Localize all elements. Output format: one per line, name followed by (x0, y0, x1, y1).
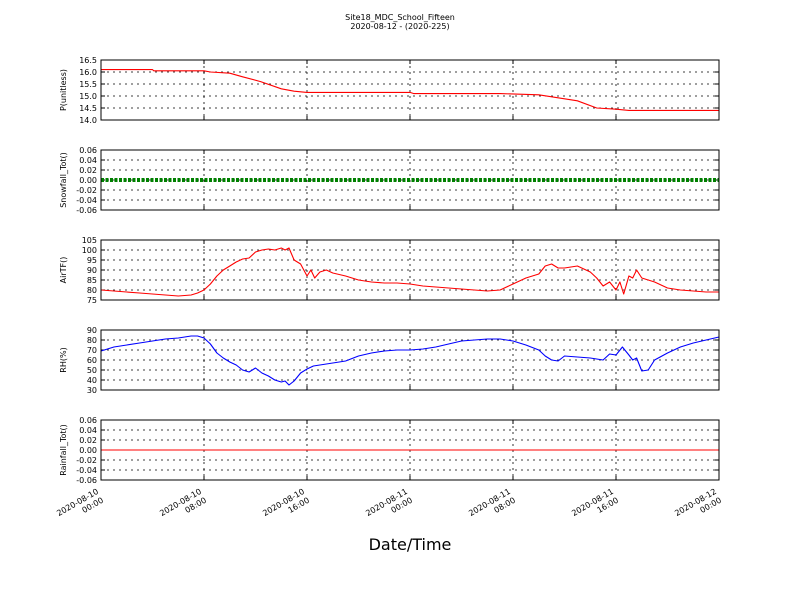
y-tick-label: 100 (82, 246, 97, 255)
x-tick-label: 2020-08-1016:00 (261, 487, 311, 527)
plot-frame (100, 329, 720, 391)
x-tick-label: 2020-08-1000:00 (55, 487, 105, 527)
y-tick-label: 75 (87, 296, 97, 305)
y-axis-label: Rainfall_Tot() (59, 424, 68, 476)
y-axis-label: RH(%) (59, 347, 68, 372)
y-tick-label: 30 (87, 386, 97, 395)
y-tick-label: 16.0 (79, 68, 97, 77)
y-tick-label: 40 (87, 376, 97, 385)
y-tick-label: 15.5 (79, 80, 97, 89)
y-tick-label: 0.00 (79, 446, 97, 455)
y-tick-label: -0.04 (76, 466, 97, 475)
panel-1: 16.5 16.0 15.5 15.0 14.5 14.0 P(unitless) (59, 56, 720, 125)
y-tick-label: 16.5 (79, 56, 97, 65)
y-tick-label: 0.02 (79, 166, 97, 175)
x-axis-label: Date/Time (369, 535, 452, 554)
y-tick-label: 0.00 (79, 176, 97, 185)
chart-subtitle: 2020-08-12 - (2020-225) (350, 22, 449, 31)
y-tick-label: 0.02 (79, 436, 97, 445)
y-tick-label: 0.04 (79, 156, 97, 165)
series-line (100, 247, 719, 297)
x-tick-labels: 2020-08-1000:00 2020-08-1008:00 2020-08-10… (55, 487, 723, 527)
y-tick-label: 70 (87, 346, 97, 355)
y-tick-label: 15.0 (79, 92, 97, 101)
plot-frame (100, 239, 720, 301)
y-tick-label: 95 (87, 256, 97, 265)
y-tick-label: 0.06 (79, 416, 97, 425)
y-tick-label: 80 (87, 336, 97, 345)
y-tick-label: -0.02 (76, 456, 97, 465)
x-tick-label: 2020-08-1008:00 (158, 487, 208, 527)
x-tick-label: 2020-08-1108:00 (467, 487, 517, 527)
plot-frame (100, 59, 720, 121)
series-line (100, 335, 720, 386)
y-axis-label: Snowfall_Tot() (59, 152, 68, 208)
y-tick-label: 0.04 (79, 426, 97, 435)
y-tick-label: 90 (87, 266, 97, 275)
x-tick-label: 2020-08-1116:00 (570, 487, 620, 527)
y-tick-label: 14.0 (79, 116, 97, 125)
y-tick-label: 105 (82, 236, 97, 245)
plot-frame (100, 149, 720, 211)
series-line (101, 69, 719, 111)
panels-group: 16.516.015.515.014.514.0P(unitless)0.060… (55, 56, 723, 527)
y-tick-label: 14.5 (79, 104, 97, 113)
panel-2: 0.060.040.020.00-0.02-0.04-0.06 Snowfall_… (59, 146, 720, 215)
x-tick-label: 2020-08-1200:00 (673, 487, 723, 527)
plot-frame (100, 419, 720, 481)
x-tick-label: 2020-08-1100:00 (364, 487, 414, 527)
y-axis-label: P(unitless) (59, 69, 68, 111)
y-tick-label: -0.06 (76, 476, 97, 485)
panel-5: 0.060.040.020.00-0.02-0.04-0.06 Rainfall_… (59, 416, 720, 485)
y-tick-label: 0.06 (79, 146, 97, 155)
y-tick-label: 50 (87, 366, 97, 375)
y-tick-label: -0.02 (76, 186, 97, 195)
y-tick-label: 60 (87, 356, 97, 365)
y-tick-label: -0.06 (76, 206, 97, 215)
y-tick-label: -0.04 (76, 196, 97, 205)
y-axis-label: AirTF() (59, 257, 68, 284)
y-tick-label: 90 (87, 326, 97, 335)
y-tick-label: 80 (87, 286, 97, 295)
chart-title: Site18_MDC_School_Fifteen (345, 13, 455, 22)
y-tick-label: 85 (87, 276, 97, 285)
